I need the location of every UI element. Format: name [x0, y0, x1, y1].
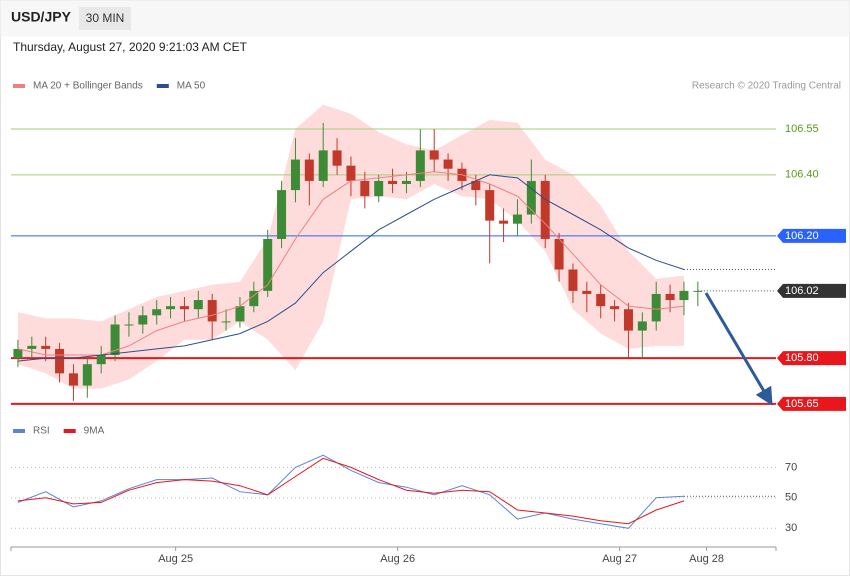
candle-body	[415, 150, 425, 181]
candle-body	[221, 321, 231, 323]
candle-body	[138, 315, 148, 325]
candle-body	[152, 309, 162, 316]
candle-body	[68, 373, 78, 386]
candle-body	[499, 220, 509, 224]
candle-body	[290, 159, 300, 191]
level-label-box	[777, 228, 846, 243]
y-tick-label: 30	[785, 522, 797, 534]
candle-body	[277, 190, 287, 239]
series-line	[17, 457, 685, 525]
series-line	[17, 454, 685, 529]
candle-body	[110, 324, 120, 356]
candle-body	[332, 150, 342, 166]
legend-swatch	[13, 429, 25, 433]
legend-swatch	[13, 84, 25, 88]
y-tick-label: 70	[785, 461, 797, 473]
level-label-box	[777, 351, 846, 366]
level-label: 106.20	[785, 230, 819, 242]
legend-label: 9MA	[84, 426, 105, 437]
level-label: 106.02	[785, 285, 819, 297]
candle-body	[679, 290, 689, 301]
candle-body	[207, 300, 217, 322]
candle-body	[235, 306, 245, 322]
candle-body	[193, 300, 203, 310]
candle-body	[179, 306, 189, 310]
candle-body	[401, 180, 411, 184]
candle-body	[540, 180, 550, 239]
level-label: 106.40	[785, 169, 819, 181]
candle-body	[304, 159, 314, 181]
level-label-box	[777, 396, 846, 411]
legend-label: RSI	[33, 426, 50, 437]
level-label: 106.55	[785, 123, 819, 135]
candle-body	[554, 238, 564, 270]
candle-body	[124, 324, 134, 326]
legend-label: MA 20 + Bollinger Bands	[33, 81, 143, 92]
candle-body	[27, 345, 37, 349]
candle-body	[55, 348, 65, 374]
candle-body	[41, 345, 51, 349]
candle-body	[429, 150, 439, 160]
top-bar	[0, 0, 850, 37]
y-tick-label: 50	[785, 492, 797, 504]
candle-body	[623, 309, 633, 331]
candle-body	[568, 269, 578, 291]
candle-body	[471, 180, 481, 191]
candle-body	[263, 238, 273, 291]
x-tick-label: Aug 28	[689, 553, 724, 565]
candle-body	[443, 159, 453, 169]
timeframe-box[interactable]	[79, 7, 131, 30]
candle-body	[166, 306, 176, 310]
x-tick-label: Aug 27	[602, 553, 637, 565]
level-label: 105.80	[785, 352, 819, 364]
candle-body	[512, 214, 522, 224]
candle-body	[249, 290, 259, 307]
indicator-line	[17, 171, 685, 356]
projection-arrow	[704, 292, 773, 406]
candle-body	[318, 150, 328, 181]
candle-body	[526, 180, 536, 215]
level-label-box	[777, 283, 846, 298]
credit: Research © 2020 Trading Central	[692, 81, 841, 92]
candle-body	[485, 190, 495, 221]
x-tick-label: Aug 25	[158, 553, 193, 565]
level-label: 105.65	[785, 398, 819, 410]
symbol: USD/JPY	[11, 9, 72, 25]
candle-body	[374, 180, 384, 197]
legend-swatch	[63, 429, 76, 433]
datetime: Thursday, August 27, 2020 9:21:03 AM CET	[13, 40, 248, 54]
timeframe[interactable]: 30 MIN	[86, 11, 125, 25]
candle-body	[610, 306, 620, 310]
legend-label: MA 50	[177, 81, 206, 92]
candle-body	[637, 321, 647, 331]
candle-body	[651, 293, 661, 322]
candle-body	[388, 180, 398, 184]
candle-body	[96, 355, 106, 365]
candle-body	[582, 290, 592, 294]
x-tick-label: Aug 26	[380, 553, 415, 565]
candle-body	[360, 180, 370, 197]
candle-body	[596, 293, 606, 307]
indicator-line	[17, 174, 685, 362]
candle-body	[693, 290, 703, 292]
candle-body	[13, 348, 23, 359]
legend-swatch	[156, 84, 169, 88]
candle-body	[665, 293, 675, 301]
candle-body	[346, 165, 356, 181]
candle-body	[82, 364, 92, 386]
